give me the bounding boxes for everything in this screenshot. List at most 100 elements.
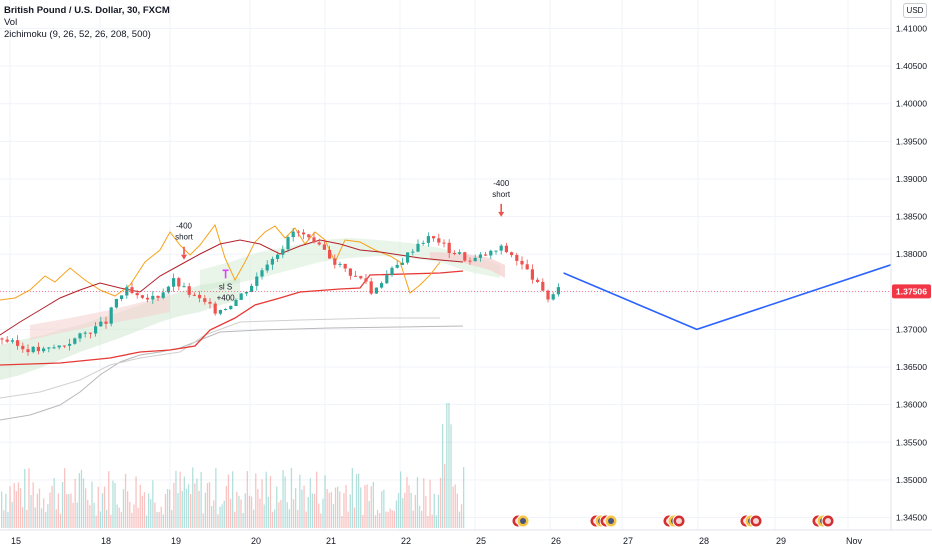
volume-bar xyxy=(347,511,349,528)
candle-body xyxy=(140,295,144,298)
volume-bar xyxy=(267,496,269,528)
volume-bar xyxy=(154,502,156,528)
volume-bar xyxy=(433,493,435,528)
volume-bar xyxy=(150,499,152,528)
volume-bar xyxy=(276,486,278,528)
volume-bar xyxy=(286,502,288,528)
candle-body xyxy=(182,286,186,288)
volume-bar xyxy=(17,482,20,528)
volume-bar xyxy=(82,478,85,528)
volume-bar xyxy=(211,506,213,528)
candle-body xyxy=(322,244,326,250)
volume-bar xyxy=(32,482,34,528)
volume-bar xyxy=(166,489,169,528)
price-tick-label: 1.37000 xyxy=(896,324,927,334)
volume-bar xyxy=(303,485,305,528)
candle-body xyxy=(31,346,35,353)
candle-body xyxy=(177,278,181,287)
volume-bar xyxy=(358,473,360,528)
candle-body xyxy=(130,287,134,293)
volume-bar xyxy=(135,476,137,528)
candle-body xyxy=(203,298,207,302)
volume-bar xyxy=(28,468,30,528)
volume-bar xyxy=(15,491,17,528)
ichimoku-cloud-bull xyxy=(0,278,240,380)
candle-body xyxy=(260,270,264,277)
volume-bar xyxy=(370,486,372,528)
volume-bar xyxy=(368,501,370,528)
volume-bar xyxy=(124,473,127,528)
volume-bar xyxy=(425,496,427,528)
volume-bar xyxy=(362,515,364,528)
candle-body xyxy=(348,268,352,276)
base-line xyxy=(0,239,464,336)
volume-bar xyxy=(7,512,9,528)
volume-bar xyxy=(353,507,356,528)
ichimoku-indicator-label[interactable]: 2ichimoku (9, 26, 52, 26, 208, 500) xyxy=(4,29,151,41)
volume-bar xyxy=(355,473,358,528)
volume-indicator-label[interactable]: Vol xyxy=(4,17,18,29)
price-tick-label: 1.35000 xyxy=(896,475,927,485)
volume-bar xyxy=(116,504,118,528)
volume-bar xyxy=(108,471,110,528)
candle-body xyxy=(198,294,202,299)
volume-bar xyxy=(187,484,190,528)
candle-body xyxy=(239,293,243,300)
volume-bar xyxy=(133,504,135,528)
candle-body xyxy=(364,278,368,282)
candle-body xyxy=(385,275,389,284)
volume-bar xyxy=(412,510,414,528)
volume-bar xyxy=(238,495,240,528)
volume-bar xyxy=(418,505,421,528)
volume-bar xyxy=(145,515,148,528)
volume-bar xyxy=(269,475,272,528)
currency-badge[interactable]: USD xyxy=(903,3,927,18)
candle-body xyxy=(250,285,254,292)
annotation-label: short xyxy=(175,233,194,242)
volume-bar xyxy=(311,493,314,528)
slow-line-1 xyxy=(0,325,464,421)
volume-bar xyxy=(156,512,158,528)
candle-body xyxy=(156,295,160,298)
annotation-label: -400 xyxy=(176,222,193,231)
volume-bar xyxy=(53,478,55,528)
candle-body xyxy=(520,260,524,265)
volume-bar xyxy=(51,485,53,528)
volume-bar xyxy=(416,477,419,528)
volume-bar xyxy=(175,470,177,528)
volume-bar xyxy=(372,481,374,528)
volume-bar xyxy=(200,471,202,528)
volume-bar xyxy=(290,467,293,528)
symbol-title[interactable]: British Pound / U.S. Dollar, 30, FXCM xyxy=(4,5,170,16)
candle-body xyxy=(286,237,290,250)
time-tick-label: 29 xyxy=(776,536,786,546)
volume-bar xyxy=(326,489,328,528)
candle-body xyxy=(312,237,316,243)
volume-bar xyxy=(448,403,450,528)
volume-bar xyxy=(421,510,423,528)
volume-bar xyxy=(185,488,188,528)
volume-bar xyxy=(72,502,74,528)
candle-body xyxy=(530,269,534,280)
candle-body xyxy=(218,310,222,314)
candle-body xyxy=(42,348,46,352)
volume-bar xyxy=(91,481,93,528)
short-arrow-icon xyxy=(498,211,505,217)
volume-bar xyxy=(131,512,133,528)
volume-bar xyxy=(160,506,162,528)
volume-bar xyxy=(66,494,68,528)
candle-body xyxy=(452,253,456,254)
volume-bar xyxy=(45,512,47,528)
chart-legend: British Pound / U.S. Dollar, 30, FXCM Vo… xyxy=(4,5,170,42)
candle-body xyxy=(21,345,25,350)
price-tick-label: 1.34500 xyxy=(896,513,927,523)
candle-body xyxy=(536,279,540,282)
volume-bar xyxy=(190,494,192,528)
candle-body xyxy=(421,242,425,244)
volume-bar xyxy=(89,505,91,528)
volume-bar xyxy=(114,483,116,528)
projection-path xyxy=(563,257,912,331)
volume-bar xyxy=(26,510,28,528)
